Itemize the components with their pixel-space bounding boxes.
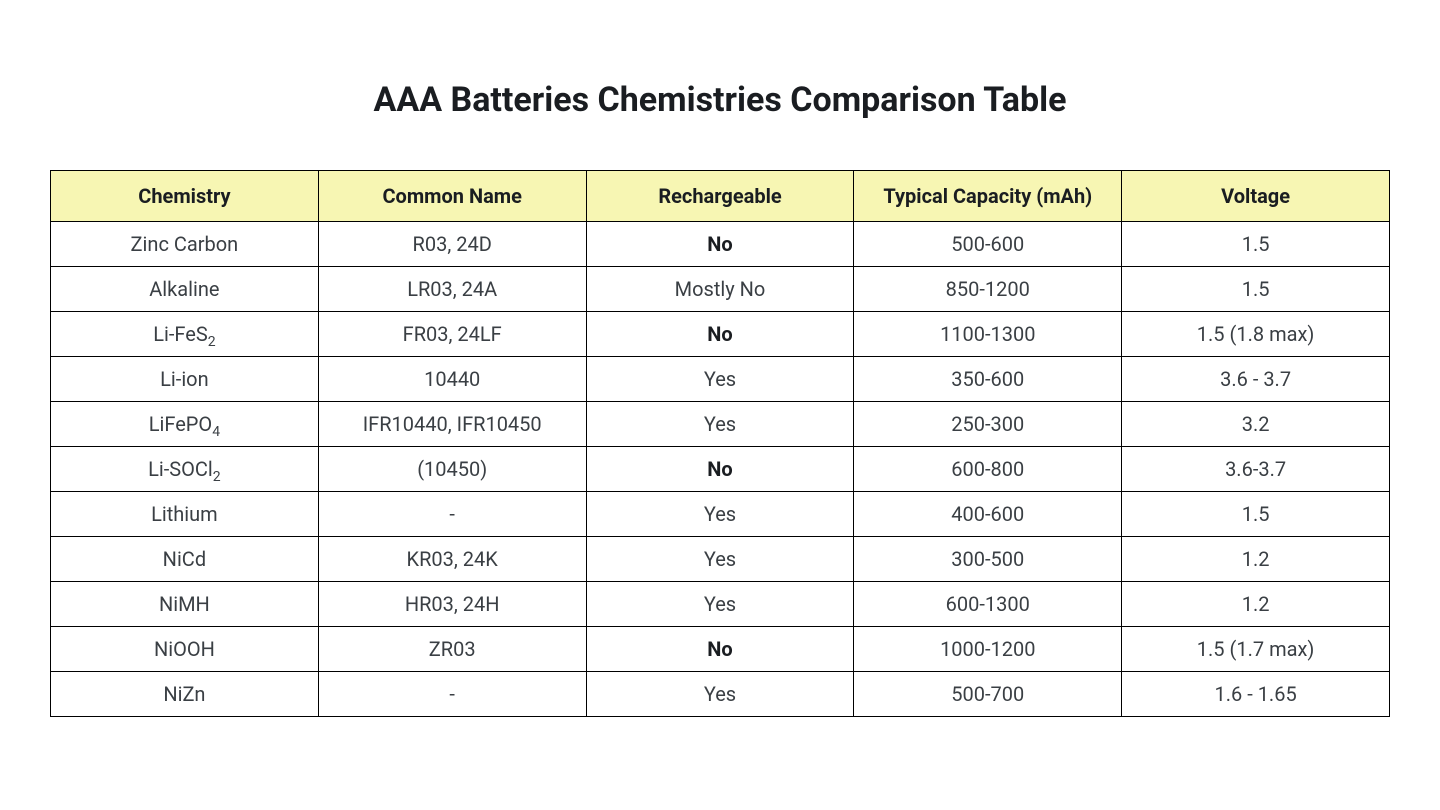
cell-capacity: 600-800 — [854, 447, 1122, 492]
table-header-cell: Chemistry — [51, 171, 319, 222]
cell-rechargeable: No — [586, 447, 854, 492]
cell-common-name: IFR10440, IFR10450 — [318, 402, 586, 447]
cell-rechargeable: Yes — [586, 537, 854, 582]
cell-voltage: 1.2 — [1122, 582, 1390, 627]
cell-chemistry: NiZn — [51, 672, 319, 717]
cell-capacity: 300-500 — [854, 537, 1122, 582]
cell-voltage: 1.2 — [1122, 537, 1390, 582]
cell-rechargeable: No — [586, 627, 854, 672]
cell-chemistry: NiOOH — [51, 627, 319, 672]
table-row: Zinc CarbonR03, 24DNo500-6001.5 — [51, 222, 1390, 267]
table-header-cell: Typical Capacity (mAh) — [854, 171, 1122, 222]
cell-voltage: 1.5 (1.8 max) — [1122, 312, 1390, 357]
cell-chemistry: LiFePO4 — [51, 402, 319, 447]
cell-voltage: 1.5 (1.7 max) — [1122, 627, 1390, 672]
cell-capacity: 350-600 — [854, 357, 1122, 402]
cell-common-name: - — [318, 492, 586, 537]
table-row: NiCdKR03, 24KYes300-5001.2 — [51, 537, 1390, 582]
table-row: Li-ion10440Yes350-6003.6 - 3.7 — [51, 357, 1390, 402]
cell-chemistry: Zinc Carbon — [51, 222, 319, 267]
cell-voltage: 1.6 - 1.65 — [1122, 672, 1390, 717]
cell-rechargeable: Yes — [586, 402, 854, 447]
cell-voltage: 1.5 — [1122, 222, 1390, 267]
cell-common-name: ZR03 — [318, 627, 586, 672]
table-header-cell: Voltage — [1122, 171, 1390, 222]
cell-rechargeable: Yes — [586, 582, 854, 627]
cell-chemistry: NiCd — [51, 537, 319, 582]
cell-voltage: 3.2 — [1122, 402, 1390, 447]
cell-common-name: HR03, 24H — [318, 582, 586, 627]
page-container: AAA Batteries Chemistries Comparison Tab… — [0, 0, 1440, 717]
table-header-cell: Common Name — [318, 171, 586, 222]
cell-capacity: 400-600 — [854, 492, 1122, 537]
cell-capacity: 500-700 — [854, 672, 1122, 717]
cell-chemistry: Li-SOCl2 — [51, 447, 319, 492]
table-header: ChemistryCommon NameRechargeableTypical … — [51, 171, 1390, 222]
cell-capacity: 1100-1300 — [854, 312, 1122, 357]
cell-common-name: (10450) — [318, 447, 586, 492]
table-header-cell: Rechargeable — [586, 171, 854, 222]
cell-voltage: 3.6 - 3.7 — [1122, 357, 1390, 402]
cell-capacity: 250-300 — [854, 402, 1122, 447]
table-row: LiFePO4IFR10440, IFR10450Yes250-3003.2 — [51, 402, 1390, 447]
table-row: Li-FeS2FR03, 24LFNo1100-13001.5 (1.8 max… — [51, 312, 1390, 357]
cell-capacity: 600-1300 — [854, 582, 1122, 627]
cell-rechargeable: Yes — [586, 672, 854, 717]
cell-rechargeable: Mostly No — [586, 267, 854, 312]
cell-chemistry: Lithium — [51, 492, 319, 537]
table-row: NiMHHR03, 24HYes600-13001.2 — [51, 582, 1390, 627]
table-row: Li-SOCl2(10450)No600-8003.6-3.7 — [51, 447, 1390, 492]
cell-common-name: KR03, 24K — [318, 537, 586, 582]
cell-chemistry: NiMH — [51, 582, 319, 627]
table-row: NiOOHZR03No1000-12001.5 (1.7 max) — [51, 627, 1390, 672]
table-header-row: ChemistryCommon NameRechargeableTypical … — [51, 171, 1390, 222]
cell-common-name: 10440 — [318, 357, 586, 402]
cell-common-name: LR03, 24A — [318, 267, 586, 312]
cell-capacity: 1000-1200 — [854, 627, 1122, 672]
table-row: Lithium-Yes400-6001.5 — [51, 492, 1390, 537]
cell-common-name: - — [318, 672, 586, 717]
cell-voltage: 1.5 — [1122, 492, 1390, 537]
cell-common-name: R03, 24D — [318, 222, 586, 267]
subscript: 2 — [213, 469, 221, 485]
cell-chemistry: Li-FeS2 — [51, 312, 319, 357]
cell-voltage: 1.5 — [1122, 267, 1390, 312]
table-row: AlkalineLR03, 24AMostly No850-12001.5 — [51, 267, 1390, 312]
page-title: AAA Batteries Chemistries Comparison Tab… — [50, 80, 1390, 120]
cell-chemistry: Li-ion — [51, 357, 319, 402]
subscript: 2 — [208, 334, 216, 350]
cell-common-name: FR03, 24LF — [318, 312, 586, 357]
comparison-table: ChemistryCommon NameRechargeableTypical … — [50, 170, 1390, 717]
cell-capacity: 850-1200 — [854, 267, 1122, 312]
cell-rechargeable: No — [586, 222, 854, 267]
cell-rechargeable: Yes — [586, 492, 854, 537]
subscript: 4 — [212, 424, 220, 440]
cell-capacity: 500-600 — [854, 222, 1122, 267]
cell-rechargeable: Yes — [586, 357, 854, 402]
table-row: NiZn-Yes500-7001.6 - 1.65 — [51, 672, 1390, 717]
cell-voltage: 3.6-3.7 — [1122, 447, 1390, 492]
cell-chemistry: Alkaline — [51, 267, 319, 312]
table-body: Zinc CarbonR03, 24DNo500-6001.5AlkalineL… — [51, 222, 1390, 717]
cell-rechargeable: No — [586, 312, 854, 357]
